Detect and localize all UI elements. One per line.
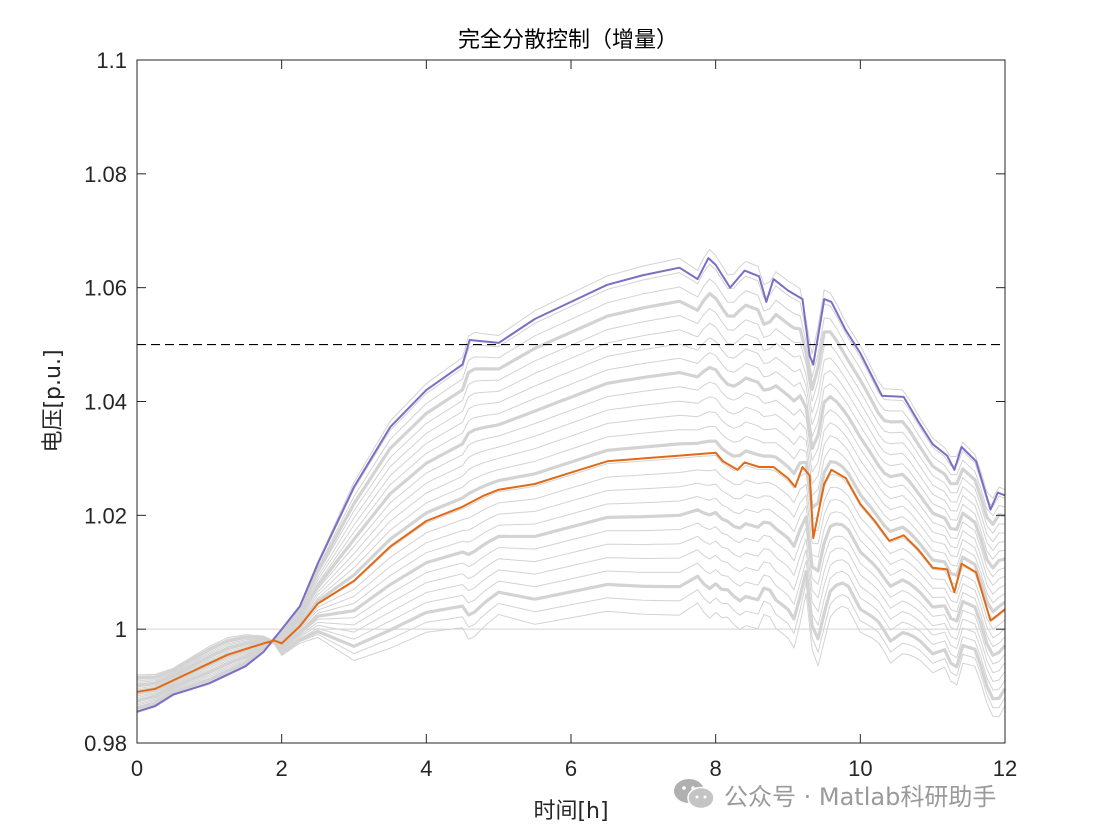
background-series-line [136, 411, 1006, 697]
highlight-series-group [136, 257, 1006, 713]
y-tick-label: 1.06 [84, 276, 127, 301]
background-series-line [136, 292, 1006, 710]
background-series-line [136, 337, 1006, 705]
background-series-line [136, 396, 1006, 699]
x-tick-label: 12 [993, 756, 1017, 781]
background-series-line [136, 522, 1006, 685]
x-axis-label: 时间[h] [533, 799, 608, 824]
background-series-line [136, 496, 1006, 688]
y-axis-label: 电压[p.u.] [41, 349, 66, 452]
background-series-line [136, 569, 1007, 701]
background-series-line [136, 469, 1006, 691]
background-series-line [136, 592, 1006, 718]
x-tick-label: 2 [276, 756, 288, 781]
background-series-line [136, 365, 1006, 703]
background-series-line [136, 381, 1006, 700]
background-series-line [136, 535, 1006, 683]
x-tick-label: 10 [848, 756, 872, 781]
wechat-icon [674, 779, 715, 810]
y-tick-label: 1.1 [96, 48, 127, 73]
background-series-line [136, 352, 1006, 703]
background-series-line [136, 482, 1006, 689]
background-series-line [136, 425, 1006, 695]
y-tick-label: 0.98 [84, 731, 127, 756]
x-tick-label: 4 [420, 756, 432, 781]
mid-voltage-bus-line [136, 451, 1006, 693]
y-tick-label: 1 [115, 617, 127, 642]
chart-title: 完全分散控制（增量） [458, 28, 678, 53]
y-tick-label: 1.08 [84, 162, 127, 187]
x-tick-label: 8 [710, 756, 722, 781]
y-tick-label: 1.02 [84, 503, 127, 528]
x-tick-label: 0 [131, 756, 143, 781]
watermark: 公众号 · Matlab科研助手 [672, 772, 996, 816]
background-series-line [136, 508, 1007, 687]
watermark-text: 公众号 · Matlab科研助手 [724, 782, 997, 811]
y-tick-label: 1.04 [84, 390, 127, 415]
background-series-line [136, 549, 1006, 682]
axis-ticks: 0 2 4 6 8 10 12 0.98 1 1.02 1.04 1.06 1.08 1.1 [84, 48, 1017, 781]
background-series-line [136, 560, 1006, 691]
x-tick-label: 6 [565, 756, 577, 781]
max-voltage-bus-line [136, 257, 1006, 713]
